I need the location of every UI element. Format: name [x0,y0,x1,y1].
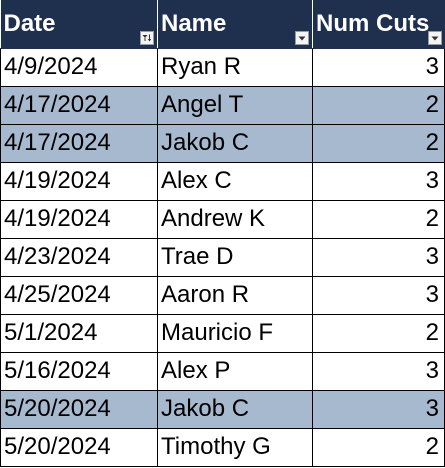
table-body: 4/9/2024 Ryan R 3 4/17/2024 Angel T 2 4/17/202… [0,48,445,467]
sort-filter-icon[interactable] [140,30,154,45]
date-cell[interactable]: 4/23/2024 [0,238,158,277]
header-name[interactable]: Name [157,0,313,49]
num-cuts-cell[interactable]: 3 [312,238,445,277]
num-cuts-cell[interactable]: 3 [312,48,445,87]
name-cell[interactable]: Jakob C [157,390,313,429]
num-cuts-cell[interactable]: 2 [312,314,445,353]
name-cell[interactable]: Aaron R [157,276,313,315]
name-cell[interactable]: Trae D [157,238,313,277]
header-date[interactable]: Date [0,0,158,49]
filter-dropdown-icon[interactable] [295,30,309,45]
num-cuts-cell[interactable]: 2 [312,200,445,239]
date-cell[interactable]: 4/17/2024 [0,86,158,125]
header-num-cuts-label: Num Cuts [316,9,430,37]
num-cuts-cell[interactable]: 2 [312,428,445,467]
name-cell[interactable]: Alex C [157,162,313,201]
num-cuts-cell[interactable]: 3 [312,352,445,391]
date-cell[interactable]: 5/1/2024 [0,314,158,353]
date-cell[interactable]: 5/16/2024 [0,352,158,391]
header-name-label: Name [161,9,227,37]
num-cuts-cell[interactable]: 2 [312,124,445,163]
date-cell[interactable]: 4/19/2024 [0,162,158,201]
name-cell[interactable]: Angel T [157,86,313,125]
name-cell[interactable]: Andrew K [157,200,313,239]
name-cell[interactable]: Mauricio F [157,314,313,353]
header-num-cuts[interactable]: Num Cuts [312,0,445,49]
date-cell[interactable]: 4/19/2024 [0,200,158,239]
date-cell[interactable]: 4/17/2024 [0,124,158,163]
name-cell[interactable]: Timothy G [157,428,313,467]
num-cuts-cell[interactable]: 3 [312,390,445,429]
header-date-label: Date [3,9,56,37]
num-cuts-cell[interactable]: 3 [312,162,445,201]
filter-dropdown-icon[interactable] [427,30,442,45]
header-row: Date Name [0,0,445,49]
date-cell[interactable]: 4/25/2024 [0,276,158,315]
date-cell[interactable]: 4/9/2024 [0,48,158,87]
num-cuts-cell[interactable]: 3 [312,276,445,315]
date-cell[interactable]: 5/20/2024 [0,390,158,429]
name-cell[interactable]: Alex P [157,352,313,391]
num-cuts-cell[interactable]: 2 [312,86,445,125]
name-cell[interactable]: Jakob C [157,124,313,163]
table-header: Date Name [0,0,445,49]
date-cell[interactable]: 5/20/2024 [0,428,158,467]
name-cell[interactable]: Ryan R [157,48,313,87]
